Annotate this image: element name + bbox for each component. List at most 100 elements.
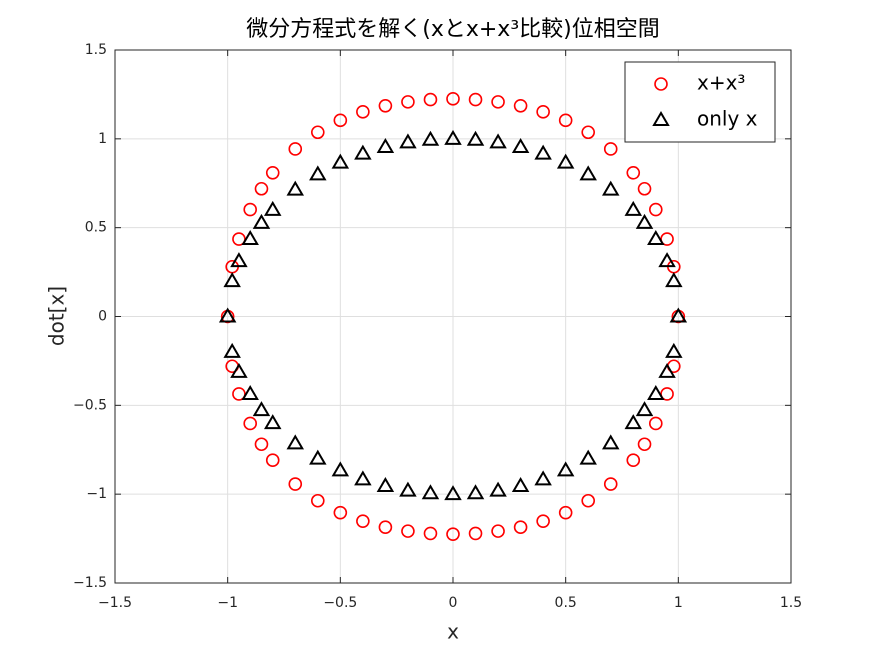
data-point [581,493,596,508]
data-point [581,125,596,140]
data-point [356,105,370,119]
data-point [626,165,641,180]
data-point [637,181,652,196]
data-point [665,342,683,358]
data-point [468,526,483,541]
data-point [331,153,350,169]
data-point [254,181,269,196]
data-point [333,113,348,128]
data-point [491,524,505,538]
x-tick-label: −1 [217,595,238,611]
data-point [288,477,303,491]
data-point [489,481,507,497]
data-point [399,133,417,149]
x-axis-label: x [447,620,459,644]
data-point [446,92,460,106]
data-point [354,470,372,486]
data-point [286,180,305,196]
data-point [446,527,460,541]
data-point [603,142,618,156]
data-point [665,272,683,288]
data-point [466,484,485,500]
data-point [421,484,440,500]
data-point [265,165,280,180]
y-tick-label: −1.5 [73,575,107,591]
data-point [376,477,395,492]
data-point [579,165,597,181]
data-point [423,92,438,107]
data-point [468,92,483,107]
data-point [309,449,327,465]
legend-label: x+x³ [697,71,745,95]
y-tick-label: 1.5 [85,42,107,58]
data-point [399,481,417,497]
y-axis-label: dot[x] [45,286,69,346]
data-point [310,493,325,508]
data-point [444,485,462,501]
data-point [558,505,573,520]
x-tick-label: 1 [674,595,683,611]
data-point [647,384,665,400]
data-point [331,461,350,477]
data-point [232,232,246,246]
plot-frame [114,49,792,584]
data-point [601,180,620,196]
data-point [635,213,654,229]
legend-marker [652,111,670,126]
data-point [401,524,415,538]
y-tick-label: −0.5 [73,397,107,413]
chart-title: 微分方程式を解く(xとx+x³比較)位相空間 [246,17,659,42]
data-point [648,202,663,217]
y-tick-label: 0 [98,309,107,325]
legend-label: only x [697,107,758,131]
data-point [218,307,237,323]
data-point [513,98,528,113]
data-point [354,144,372,160]
data-point [230,362,248,378]
data-point [635,401,654,417]
data-point [556,461,575,477]
data-point [513,520,528,535]
data-point [444,129,462,145]
data-point [376,138,395,154]
data-point [536,105,550,119]
data-point [243,202,257,217]
data-point [558,113,573,128]
data-point [252,401,271,417]
legend-marker [654,77,668,91]
data-point [669,307,688,323]
data-point [223,342,241,358]
data-point [288,142,303,156]
data-point [309,165,327,181]
data-point [534,470,552,486]
data-point [647,230,665,246]
data-point [626,453,641,468]
data-point [254,437,269,452]
data-point [534,144,552,160]
data-point [489,133,507,149]
data-point [624,200,643,216]
x-tick-label: −1.5 [98,595,132,611]
y-tick-label: 1 [98,131,107,147]
data-point [401,95,415,109]
data-point [536,514,550,528]
x-tick-label: 1.5 [780,595,802,611]
data-point [579,449,597,465]
data-point [421,130,440,146]
data-point [511,477,530,492]
data-point [466,130,485,146]
legend-box [624,61,776,143]
data-point [648,416,663,431]
data-point [333,505,348,520]
data-point [660,232,674,246]
data-point [624,414,643,430]
y-tick-label: −1 [86,486,107,502]
data-point [658,252,676,268]
data-point [265,453,280,468]
x-tick-label: 0.5 [555,595,577,611]
data-point [241,230,259,246]
x-tick-label: 0 [449,595,458,611]
data-point [310,125,325,140]
